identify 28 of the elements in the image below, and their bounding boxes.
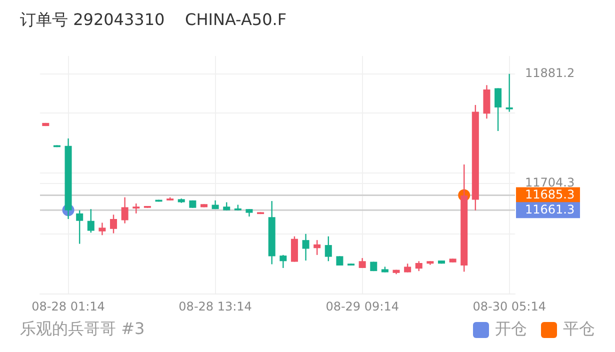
candlestick <box>314 239 321 256</box>
x-tick-label: 08-29 09:14 <box>326 299 399 314</box>
x-tick-label: 08-30 05:14 <box>472 299 546 314</box>
candlestick <box>280 254 287 269</box>
y-tick-label: 11704.3 <box>525 176 575 190</box>
legend-label: 平仓 <box>563 319 595 340</box>
candlestick <box>358 257 366 269</box>
candlestick <box>98 222 106 236</box>
candlestick <box>494 88 502 132</box>
candlestick <box>121 196 128 224</box>
legend-label: 开仓 <box>495 319 527 340</box>
text: 乐观的兵哥哥 #3 <box>20 319 145 340</box>
candlestick <box>76 210 84 244</box>
ref-line-label: 11685.3 <box>525 187 575 202</box>
candlestick <box>415 260 422 272</box>
candlestick <box>110 214 118 234</box>
candlestick <box>336 256 344 266</box>
x-tick-label: 08-28 01:14 <box>32 299 105 314</box>
ref-line-label: 11661.3 <box>525 202 575 216</box>
candlestick <box>302 233 310 262</box>
chart-title: 订单号 292043310 CHINA-A50.F <box>20 10 287 31</box>
x-tick-label: 08-28 13:14 <box>178 299 252 314</box>
y-tick-label: 11881.2 <box>525 66 575 80</box>
candlestick <box>132 202 140 214</box>
candlestick <box>290 236 298 262</box>
candlestick <box>324 236 332 262</box>
candlestick <box>506 73 513 112</box>
candlestick <box>87 208 94 234</box>
